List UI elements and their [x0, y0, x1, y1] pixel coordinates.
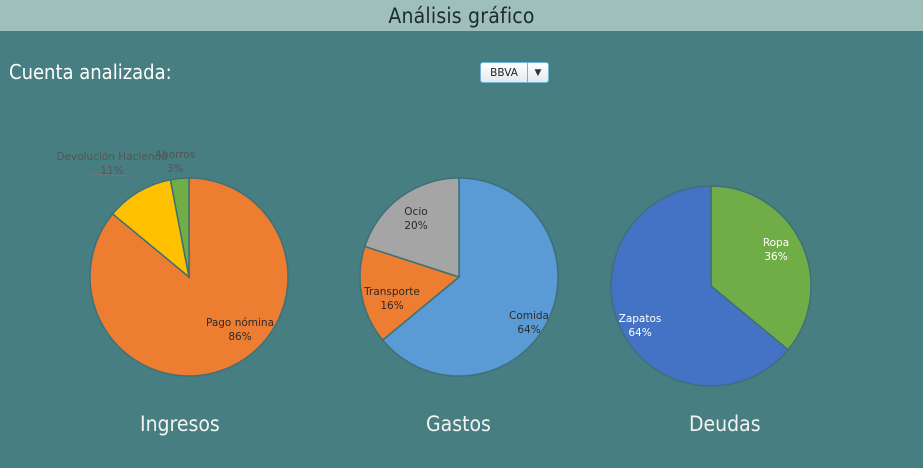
leader-line-devolucion-hacienda: [89, 173, 132, 177]
account-label: Cuenta analizada:: [9, 60, 172, 84]
slice-name-ahorros: Ahorros: [155, 149, 195, 161]
pie-slice-ahorros[interactable]: [169, 177, 190, 278]
slice-name-transporte: Transporte: [363, 286, 420, 298]
pie-chart-1: Comida 64% Transporte 16% Ocio 20%: [359, 177, 559, 377]
slice-name-ropa: Ropa: [763, 237, 789, 249]
slice-name-zapatos: Zapatos: [619, 313, 662, 325]
slice-value-ocio: 20%: [404, 220, 427, 232]
pie-slice-comida[interactable]: [381, 177, 559, 377]
pie-chart-2: Ropa 36% Zapatos 64%: [610, 185, 812, 387]
slice-value-comida: 64%: [517, 324, 540, 336]
slice-value-ahorros: 3%: [167, 163, 184, 175]
pie-title-gastos: Gastos: [426, 412, 491, 436]
account-select-value: BBVA: [481, 63, 528, 82]
slice-name-devolucion-hacienda: Devolución Hacienda: [56, 151, 167, 163]
slice-value-zapatos: 64%: [628, 327, 651, 339]
slice-value-pago-nomina: 86%: [228, 331, 251, 343]
slice-name-comida: Comida: [509, 310, 549, 322]
pie-title-ingresos: Ingresos: [140, 412, 220, 436]
pie-slice-ocio[interactable]: [363, 177, 460, 279]
pie-slice-transporte[interactable]: [359, 245, 461, 342]
pie-chart-0: Pago nómina 86% Devolución Hacienda 11% Ahor…: [56, 149, 289, 377]
pie-slice-zapatos[interactable]: [610, 185, 790, 387]
title-bar: Análisis gráfico: [0, 0, 923, 31]
slice-value-ropa: 36%: [764, 251, 787, 263]
window-title: Análisis gráfico: [388, 3, 535, 28]
chevron-down-icon[interactable]: ▼: [534, 67, 542, 78]
pie-slice-devolucion-hacienda[interactable]: [111, 178, 191, 279]
pie-slice-ropa[interactable]: [710, 185, 812, 351]
slice-name-pago-nomina: Pago nómina: [206, 317, 274, 329]
slice-value-devolucion-hacienda: 11%: [100, 165, 123, 177]
slice-value-transporte: 16%: [380, 300, 403, 312]
pie-title-deudas: Deudas: [689, 412, 761, 436]
account-select[interactable]: BBVA ▼: [480, 62, 549, 83]
slice-name-ocio: Ocio: [404, 206, 427, 218]
